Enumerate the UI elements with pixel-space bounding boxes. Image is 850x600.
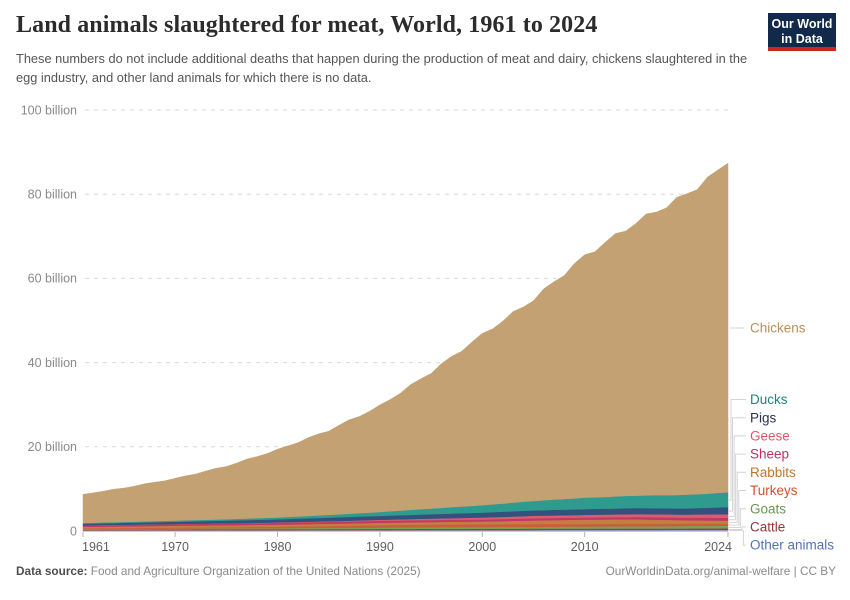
owid-logo[interactable]: Our World in Data xyxy=(768,13,836,51)
x-axis-tick-label: 1980 xyxy=(264,540,292,554)
y-axis-tick-label: 0 xyxy=(70,524,77,538)
legend-connector-goats xyxy=(729,508,746,528)
legend-label-other-animals[interactable]: Other animals xyxy=(750,538,834,553)
legend-label-pigs[interactable]: Pigs xyxy=(750,410,777,425)
logo-line-2: in Data xyxy=(781,32,823,46)
y-axis-tick-label: 20 billion xyxy=(28,440,77,454)
legend-label-chickens[interactable]: Chickens xyxy=(750,321,806,336)
legend-connector-turkeys xyxy=(729,490,746,526)
data-source-text: Food and Agriculture Organization of the… xyxy=(90,564,421,578)
data-source-label: Data source: xyxy=(16,564,88,578)
legend-label-ducks[interactable]: Ducks xyxy=(750,392,788,407)
logo-line-1: Our World xyxy=(771,17,833,31)
y-axis-tick-label: 100 billion xyxy=(21,103,77,117)
footer-license[interactable]: CC BY xyxy=(799,564,836,578)
legend-connector-sheep xyxy=(729,453,746,521)
footer-separator: | xyxy=(793,564,797,578)
y-axis-tick-label: 40 billion xyxy=(28,356,77,370)
legend-label-rabbits[interactable]: Rabbits xyxy=(750,465,796,480)
y-axis-tick-label: 60 billion xyxy=(28,272,77,286)
page-title: Land animals slaughtered for meat, World… xyxy=(16,12,598,38)
legend-label-sheep[interactable]: Sheep xyxy=(750,447,789,462)
y-axis-tick-label: 80 billion xyxy=(28,188,77,202)
x-axis-tick-label: 2010 xyxy=(571,540,599,554)
x-axis-tick-label: 1961 xyxy=(82,540,110,554)
legend-connector-cattle xyxy=(729,526,746,530)
chart-footer: Data source: Food and Agriculture Organi… xyxy=(16,564,836,578)
legend-connector-ducks xyxy=(729,399,746,501)
data-source: Data source: Food and Agriculture Organi… xyxy=(16,564,421,578)
legend-label-goats[interactable]: Goats xyxy=(750,501,786,516)
footer-links: OurWorldinData.org/animal-welfare | CC B… xyxy=(606,564,836,578)
footer-link[interactable]: OurWorldinData.org/animal-welfare xyxy=(605,564,791,578)
x-axis-tick-label: 1970 xyxy=(161,540,189,554)
legend-label-turkeys[interactable]: Turkeys xyxy=(750,483,798,498)
legend-label-geese[interactable]: Geese xyxy=(750,429,790,444)
x-axis-tick-label: 2024 xyxy=(704,540,732,554)
x-axis-tick-label: 1990 xyxy=(366,540,394,554)
chart-subtitle: These numbers do not include additional … xyxy=(16,51,748,85)
legend-connector-geese xyxy=(729,435,746,517)
legend-connector-rabbits xyxy=(729,471,746,524)
legend-connector-other-animals xyxy=(729,530,746,546)
x-axis-tick-label: 2000 xyxy=(468,540,496,554)
legend-label-cattle[interactable]: Cattle xyxy=(750,520,785,535)
legend-connector-pigs xyxy=(729,417,746,512)
area-chickens[interactable] xyxy=(82,162,729,524)
